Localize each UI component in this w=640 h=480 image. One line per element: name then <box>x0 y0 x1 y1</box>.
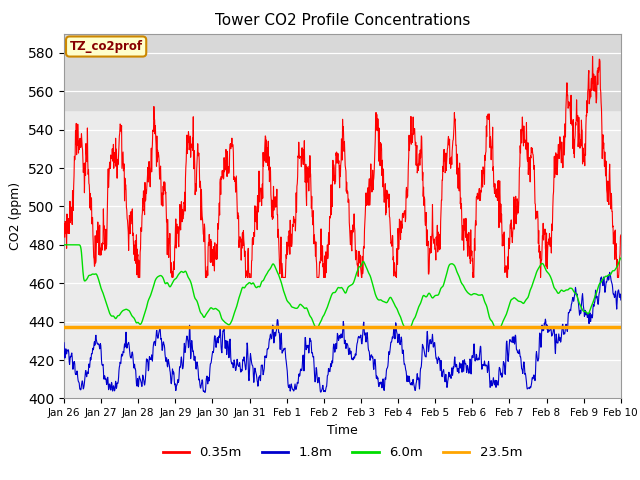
Bar <box>64 34 621 110</box>
Y-axis label: CO2 (ppm): CO2 (ppm) <box>10 182 22 250</box>
X-axis label: Time: Time <box>327 424 358 437</box>
Text: TZ_co2prof: TZ_co2prof <box>70 40 143 53</box>
Title: Tower CO2 Profile Concentrations: Tower CO2 Profile Concentrations <box>214 13 470 28</box>
Legend: 0.35m, 1.8m, 6.0m, 23.5m: 0.35m, 1.8m, 6.0m, 23.5m <box>157 441 527 465</box>
